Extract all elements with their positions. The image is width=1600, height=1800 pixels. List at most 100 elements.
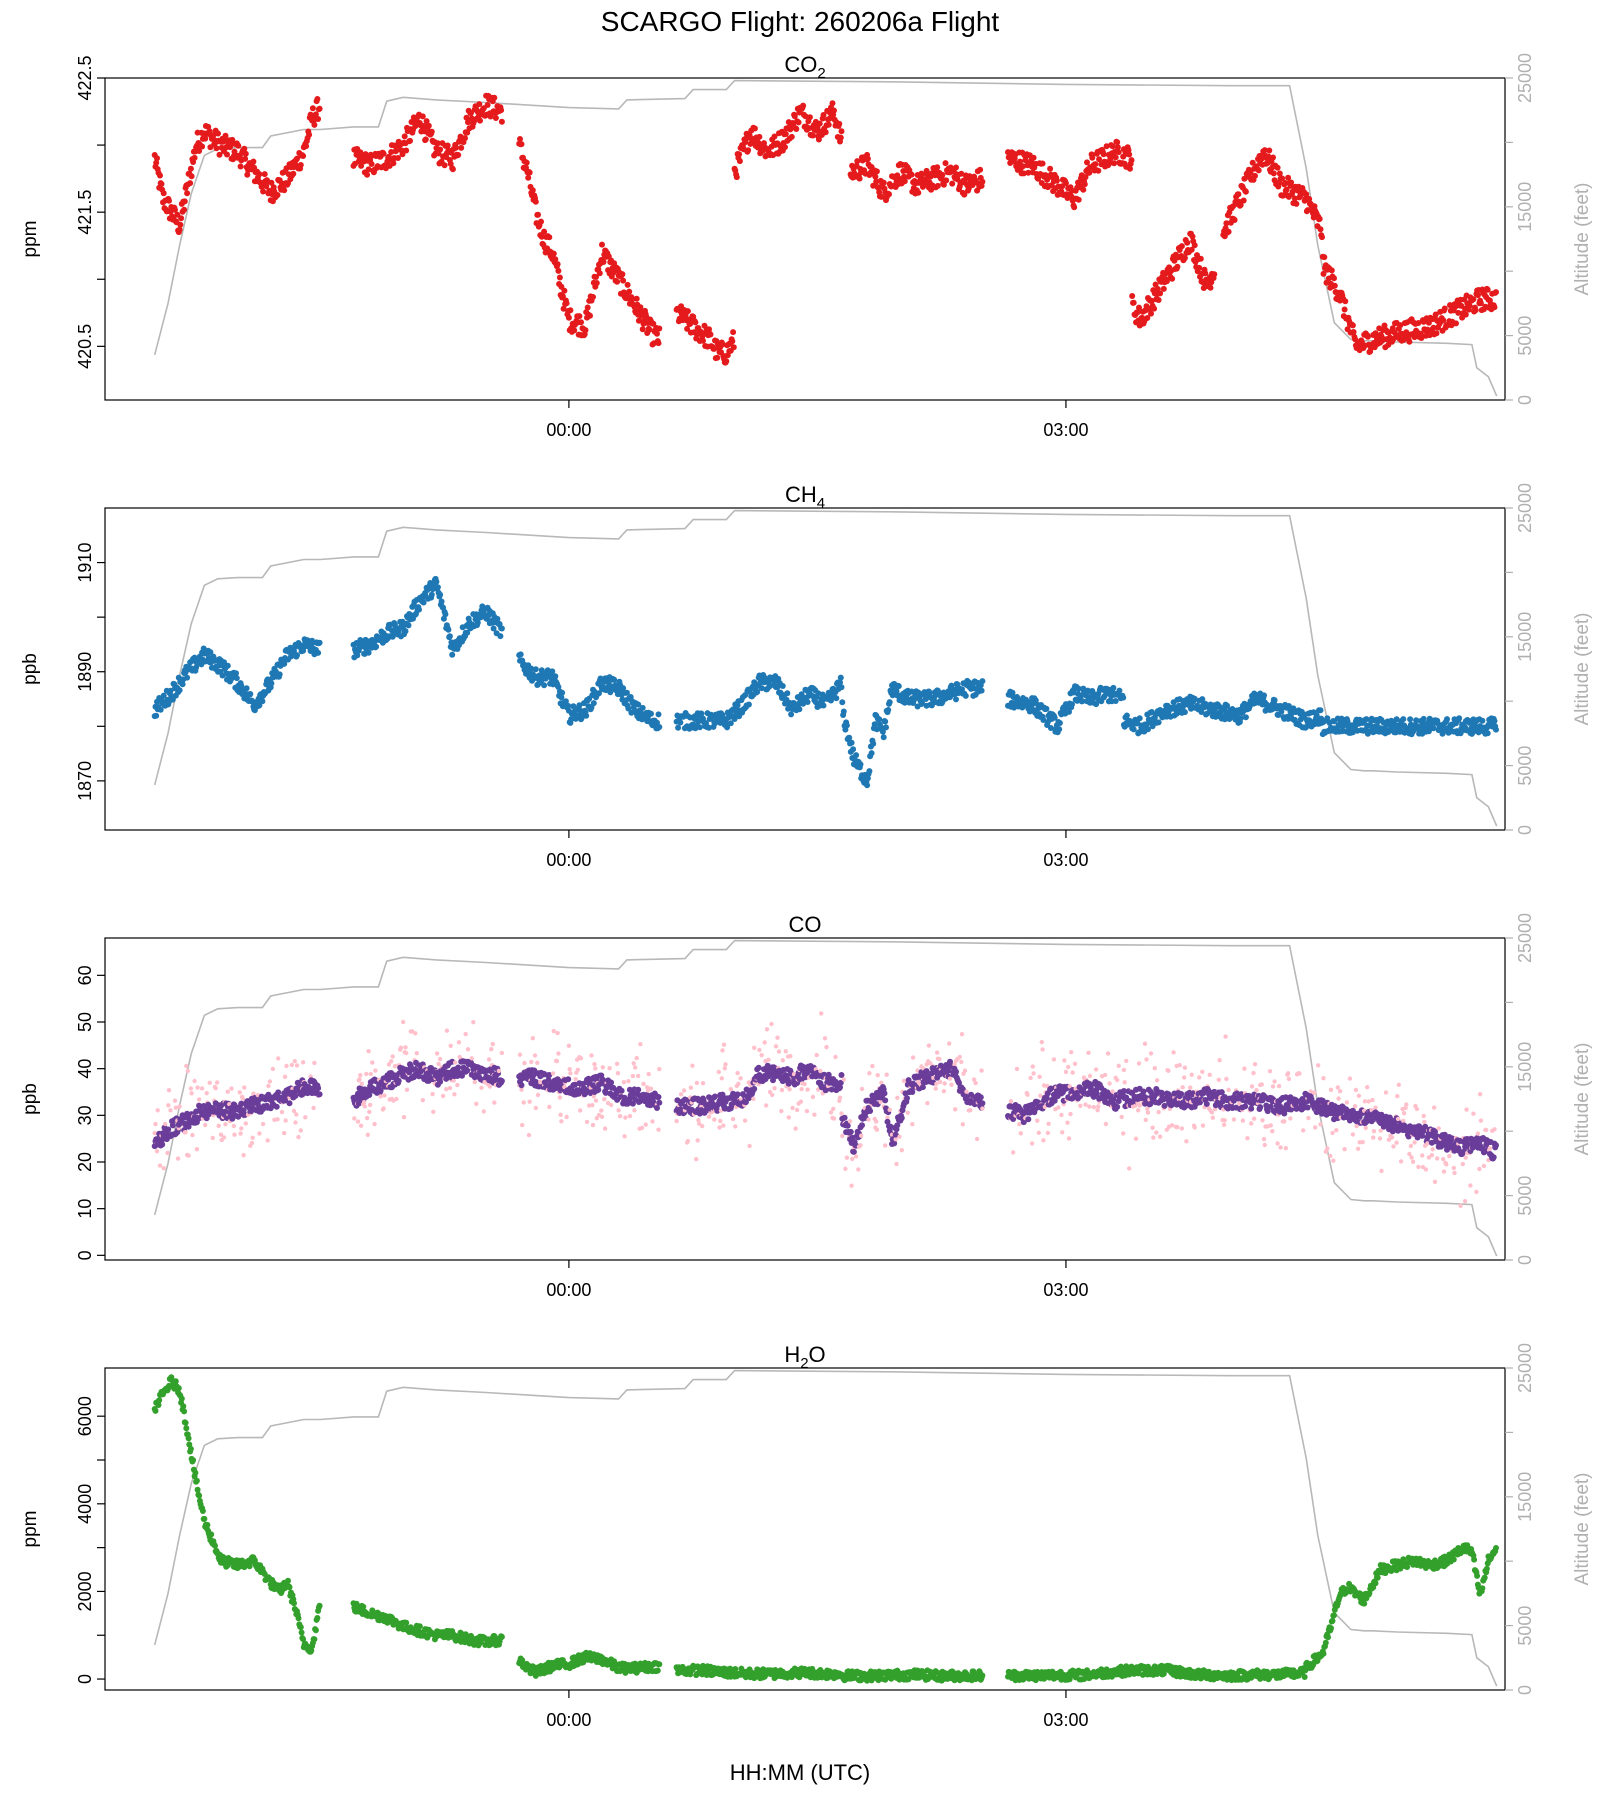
noise-point [355, 1119, 361, 1124]
data-segment-7 [1319, 715, 1499, 738]
data-point [276, 671, 283, 678]
y-tick-label: 1910 [75, 543, 95, 583]
altitude-axis-title: Altitude (feet) [1572, 613, 1593, 726]
noise-point [471, 1020, 476, 1025]
data-point [1196, 264, 1203, 271]
noise-point [794, 1107, 800, 1113]
data-point [1466, 302, 1473, 309]
data-point [178, 215, 185, 222]
data-point [224, 662, 231, 669]
noise-point [204, 1091, 209, 1096]
panel-title: CO2 [784, 52, 825, 82]
data-point [876, 716, 883, 723]
data-point [880, 179, 887, 186]
noise-point [294, 1112, 299, 1117]
noise-point [884, 1072, 889, 1077]
noise-point [608, 1102, 614, 1108]
noise-point [718, 1118, 723, 1124]
noise-point [266, 1083, 271, 1089]
noise-point [173, 1105, 178, 1110]
noise-point [292, 1059, 297, 1064]
data-point [802, 113, 809, 120]
data-point [449, 166, 456, 173]
data-point [1470, 296, 1477, 303]
y-tick-label: 10 [75, 1199, 95, 1219]
noise-point [529, 1059, 534, 1065]
data-point [1080, 186, 1087, 193]
data-point [1157, 290, 1164, 297]
data-point [1328, 267, 1335, 274]
noise-point [979, 1068, 984, 1073]
data-point [840, 708, 847, 715]
noise-point [770, 1092, 775, 1098]
data-point [560, 305, 567, 312]
noise-point [875, 1073, 880, 1078]
noise-point [368, 1071, 373, 1077]
data-point [624, 281, 631, 288]
data-point [620, 277, 627, 284]
data-point [848, 739, 855, 746]
noise-point [242, 1085, 247, 1090]
data-point [958, 170, 965, 177]
data-point [1155, 297, 1162, 303]
y-tick-label: 0 [75, 1250, 95, 1260]
altitude-line [153, 509, 1498, 827]
data-point [565, 1076, 572, 1083]
noise-point [194, 1147, 200, 1152]
data-point [1317, 707, 1324, 714]
data-point [908, 171, 915, 178]
x-tick-label: 03:00 [1043, 420, 1088, 440]
noise-point [593, 1066, 598, 1071]
data-point [1270, 170, 1277, 177]
data-point [593, 274, 599, 280]
noise-point [910, 1055, 916, 1060]
noise-point [959, 1032, 965, 1037]
noise-point [453, 1060, 458, 1065]
data-point [222, 132, 229, 139]
noise-point [275, 1117, 280, 1122]
noise-point [968, 1108, 973, 1113]
data-point [242, 155, 249, 162]
noise-point [486, 1057, 492, 1062]
noise-point [499, 1050, 505, 1056]
data-point [978, 687, 985, 694]
noise-point [578, 1056, 584, 1061]
data-point [498, 1078, 505, 1084]
plot-frame [104, 77, 1506, 401]
data-point [1484, 286, 1491, 293]
noise-point [183, 1130, 188, 1135]
data-segment-2 [516, 136, 663, 348]
data-point [881, 1090, 888, 1097]
data-point [1242, 714, 1249, 721]
noise-point [189, 1091, 194, 1096]
noise-point [959, 1059, 964, 1065]
data-point [953, 696, 959, 703]
data-point [1130, 726, 1137, 733]
noise-point [783, 1049, 788, 1054]
panel-ch4: CH4187018901910ppb050001500025000Altitud… [20, 482, 1593, 870]
data-point [1211, 271, 1218, 278]
data-point [1178, 243, 1185, 250]
data-point [843, 722, 850, 729]
data-segment-4 [731, 100, 845, 181]
data-point [210, 132, 217, 139]
data-point [184, 674, 191, 681]
data-point [1474, 292, 1481, 299]
data-point [1283, 186, 1290, 193]
data-point [444, 142, 451, 149]
data-point [260, 188, 267, 195]
noise-point [910, 1122, 915, 1127]
data-point [800, 102, 807, 109]
noise-point [895, 1095, 900, 1101]
data-point [655, 340, 662, 347]
noise-point [775, 1035, 780, 1040]
noise-point [522, 1060, 527, 1066]
data-point [587, 312, 593, 319]
data-point [559, 689, 566, 696]
data-point [618, 1087, 625, 1094]
data-point [428, 591, 435, 598]
noise-point [621, 1080, 627, 1085]
data-point [939, 171, 946, 178]
alt-tick-label: 15000 [1515, 1042, 1535, 1092]
data-point [153, 159, 160, 166]
